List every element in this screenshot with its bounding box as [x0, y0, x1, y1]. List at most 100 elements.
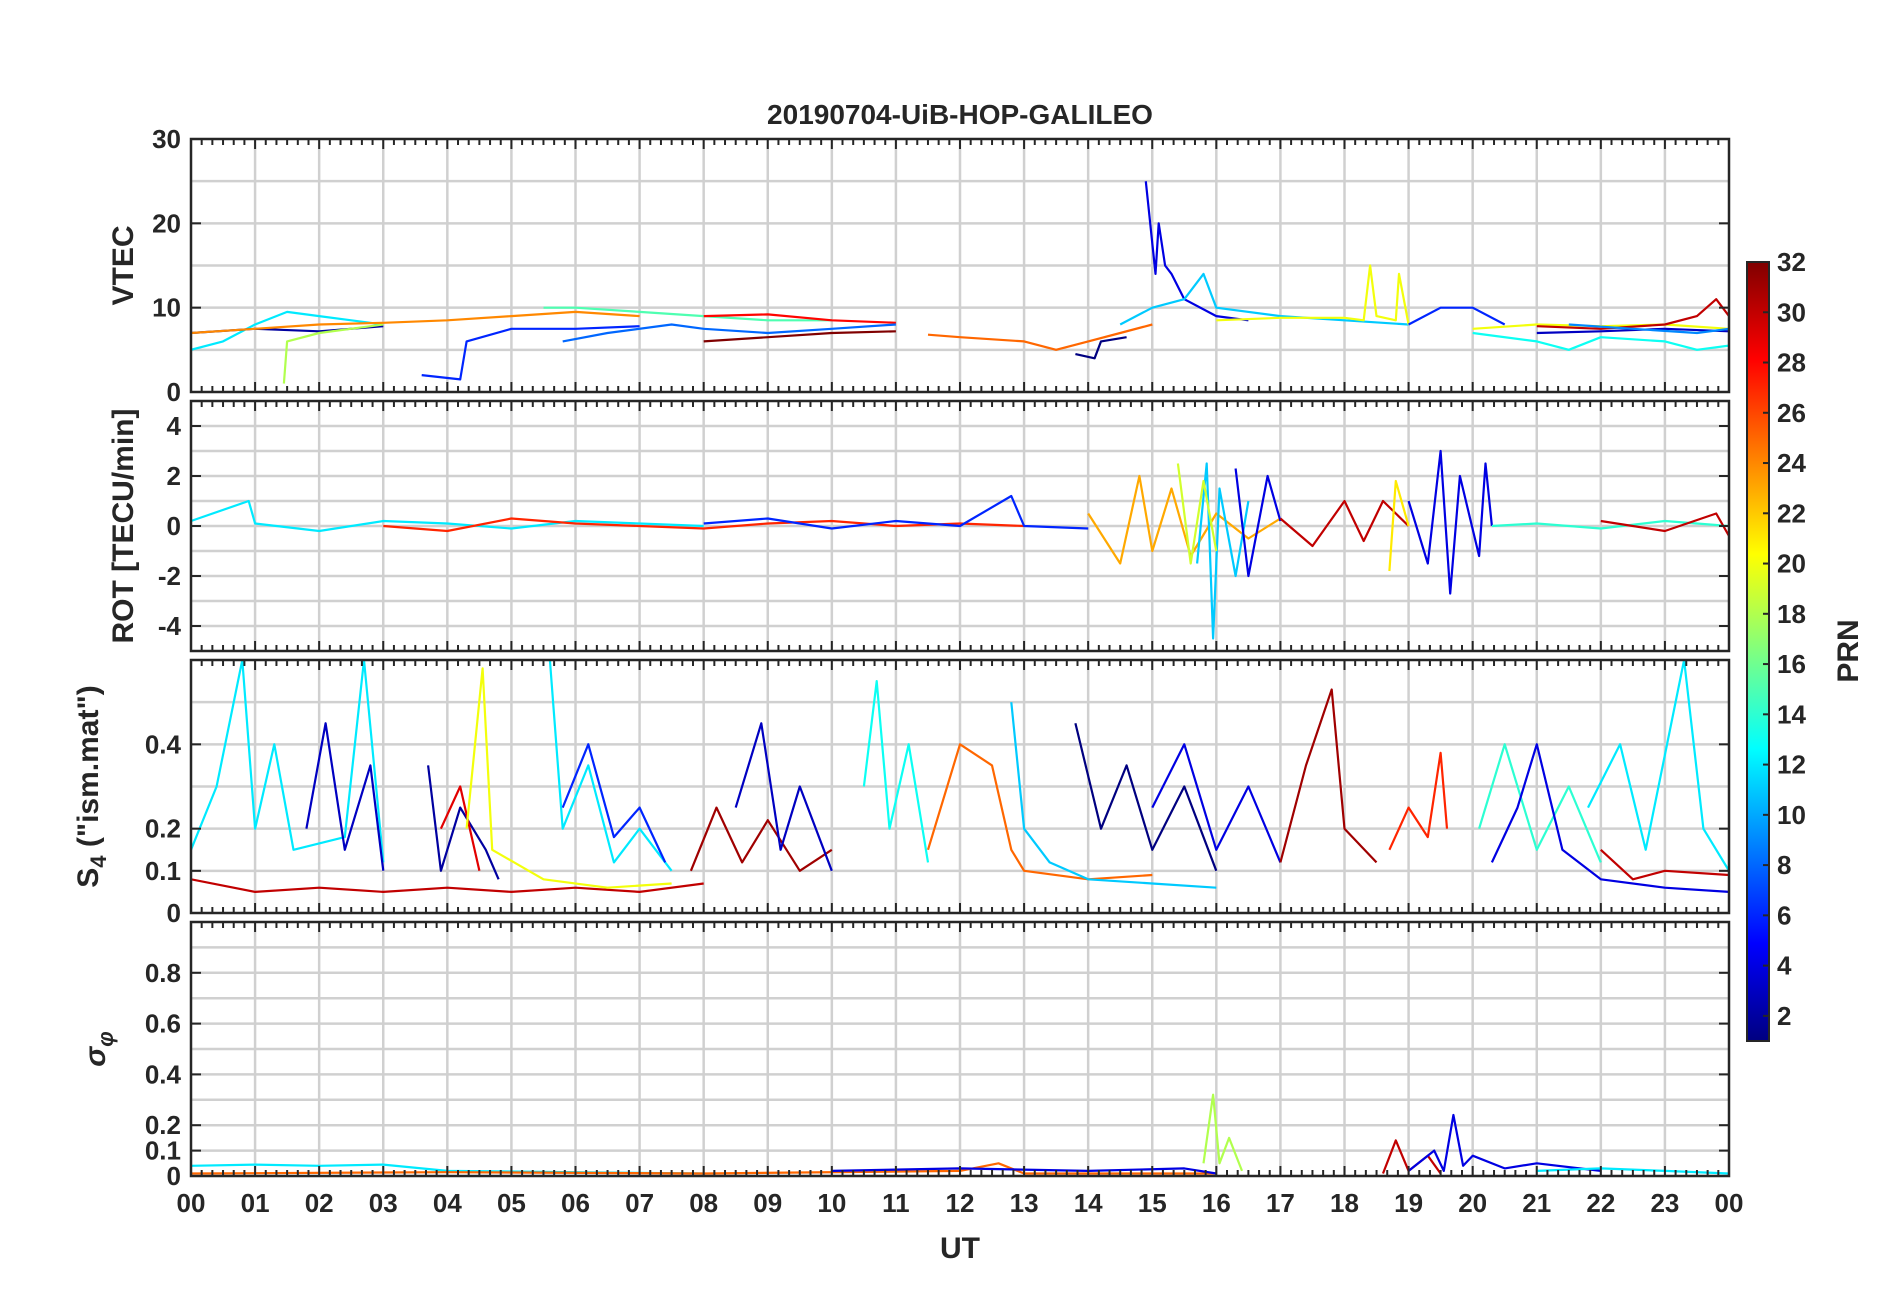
x-tick-label: 13: [1010, 1188, 1039, 1218]
series-line-prn-25: [927, 323, 1153, 351]
series-line-prn-28: [703, 313, 896, 324]
y-tick-label: 0.2: [145, 1110, 181, 1140]
panel-rot: -4 -2 0 2 4 ROT [TECU/min]: [107, 399, 1731, 653]
colorbar-tick-label: 30: [1777, 297, 1806, 327]
x-tick-label: 05: [497, 1188, 526, 1218]
colorbar-tick-label: 2: [1777, 1001, 1791, 1031]
series-line-prn-9: [1568, 323, 1729, 335]
series-line-prn-6: [561, 743, 667, 863]
y-tick-label: 20: [152, 208, 181, 238]
panel-vtec: 0 10 20 30 VTEC: [107, 124, 1731, 407]
x-tick-label: 02: [305, 1188, 334, 1218]
plot-frame: [189, 658, 1731, 915]
x-tick-label: 21: [1522, 1188, 1551, 1218]
series-line-prn-19: [1176, 463, 1218, 565]
y-axis-label-part: σ: [79, 1046, 112, 1067]
series-line-prn-1: [1075, 336, 1127, 360]
series-line-prn-4: [1407, 1113, 1601, 1173]
series-line-prn-18: [282, 323, 384, 384]
y-tick-label: 0: [167, 377, 181, 407]
x-tick-label: 08: [689, 1188, 718, 1218]
x-tick-label: 09: [753, 1188, 782, 1218]
series-group: [191, 181, 1729, 384]
y-tick-label: 4: [167, 411, 182, 441]
series-line-prn-3: [734, 722, 833, 872]
colorbar-tick-label: 4: [1777, 951, 1792, 981]
y-tick-label: 0.1: [145, 856, 181, 886]
y-axis-label: ROT [TECU/min]: [107, 409, 140, 644]
series-group: [191, 449, 1729, 640]
x-tick-label: 23: [1650, 1188, 1679, 1218]
series-line-prn-3: [1536, 327, 1729, 335]
series-line-prn-21: [1388, 479, 1410, 572]
x-tick-label: 17: [1266, 1188, 1295, 1218]
series-line-prn-31: [1279, 688, 1378, 864]
y-axis-label-part: ("ism.mat"): [72, 685, 105, 855]
series-line-prn-27: [1388, 751, 1449, 851]
colorbar-tick-label: 18: [1777, 599, 1806, 629]
series-line-prn-11: [1010, 702, 1217, 889]
colorbar-tick-label: 20: [1777, 549, 1806, 579]
x-tick-label: 20: [1458, 1188, 1487, 1218]
y-tick-label: 0.8: [145, 958, 181, 988]
plot-frame: [189, 920, 1731, 1178]
x-axis-label: UT: [940, 1232, 980, 1265]
y-tick-label: 10: [152, 293, 181, 323]
series-line-prn-1: [1074, 723, 1218, 872]
x-tick-label: 18: [1330, 1188, 1359, 1218]
x-tick-label: 14: [1074, 1188, 1103, 1218]
x-tick-label: 00: [1715, 1188, 1744, 1218]
x-tick-label: 11: [882, 1188, 910, 1218]
y-axis-label-part: S: [72, 868, 105, 888]
y-tick-label: 0.4: [145, 1059, 182, 1089]
y-tick-label: 30: [152, 124, 181, 154]
colorbar-tick-label: 10: [1777, 800, 1806, 830]
y-tick-label: 0.6: [145, 1009, 181, 1039]
colorbar-label: PRN: [1832, 619, 1865, 682]
series-line-prn-30: [1600, 512, 1729, 537]
x-tick-label: 00: [177, 1188, 206, 1218]
series-line-prn-6: [1408, 306, 1506, 326]
series-line-prn-18: [1202, 1093, 1244, 1172]
series-line-prn-12: [548, 660, 673, 872]
colorbar-tick-label: 26: [1777, 398, 1806, 428]
x-tick-label: 03: [369, 1188, 398, 1218]
series-line-prn-6: [421, 325, 640, 381]
colorbar-tick-label: 12: [1777, 750, 1806, 780]
series-line-prn-2: [427, 765, 500, 880]
series-line-prn-13: [1472, 331, 1729, 351]
series-line-prn-30: [191, 878, 704, 894]
series-line-prn-12: [1587, 660, 1729, 872]
x-tick-label: 22: [1586, 1188, 1615, 1218]
series-line-prn-23: [1087, 474, 1281, 565]
x-tick-label: 01: [241, 1188, 270, 1218]
panel-sigma_phi: 00.10.2 0.4 0.6 0.8 σφ: [79, 920, 1731, 1191]
series-line-prn-6: [703, 494, 1089, 530]
colorbar-tick-label: 8: [1777, 850, 1791, 880]
series-line-prn-3: [305, 722, 385, 871]
x-tick-label: 19: [1394, 1188, 1423, 1218]
series-line-prn-4: [1144, 181, 1249, 322]
series-line-prn-14: [1478, 743, 1602, 863]
series-line-prn-30: [1536, 298, 1729, 330]
x-tick-label: 12: [946, 1188, 975, 1218]
series-group: [191, 660, 1729, 894]
series-line-prn-20: [465, 667, 672, 889]
series-line-prn-13: [862, 679, 930, 863]
x-tick-label: 04: [433, 1188, 462, 1218]
colorbar-tick-label: 22: [1777, 498, 1806, 528]
series-line-prn-27: [383, 517, 1025, 533]
y-tick-label: 0: [167, 1161, 181, 1191]
y-tick-label: 2: [167, 461, 181, 491]
chart-title: 20190704-UiB-HOP-GALILEO: [767, 99, 1153, 130]
y-tick-label: -4: [158, 611, 182, 641]
series-line-prn-20: [1216, 264, 1410, 325]
series-line-prn-4: [1490, 743, 1729, 893]
colorbar-tick-label: 24: [1777, 448, 1806, 478]
colorbar-tick-label: 16: [1777, 649, 1806, 679]
series-line-prn-12: [191, 660, 385, 863]
series-line-prn-4: [1234, 468, 1282, 578]
y-tick-label: -2: [158, 561, 181, 591]
